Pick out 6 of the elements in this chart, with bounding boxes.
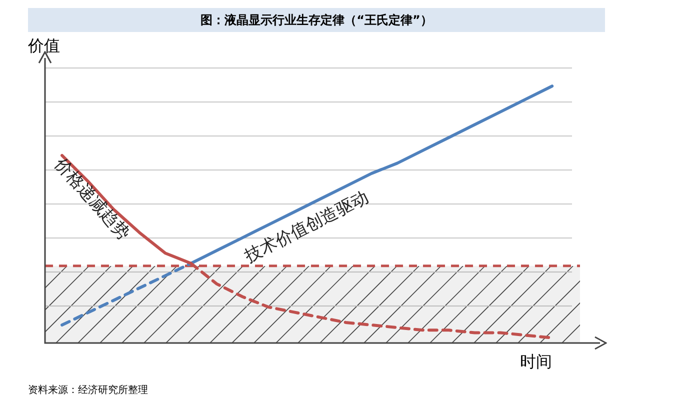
- text: 资料来源：经济研究所整理: [28, 384, 148, 397]
- chart-title: 图：液晶显示行业生存定律（“王氏定律”）: [28, 8, 605, 32]
- text: 技术价值创造驱动: [240, 187, 372, 268]
- text: 价格递减趋势: [50, 154, 134, 244]
- x-axis-title: 时间: [520, 352, 552, 373]
- y-axis-title: 价值: [28, 36, 60, 57]
